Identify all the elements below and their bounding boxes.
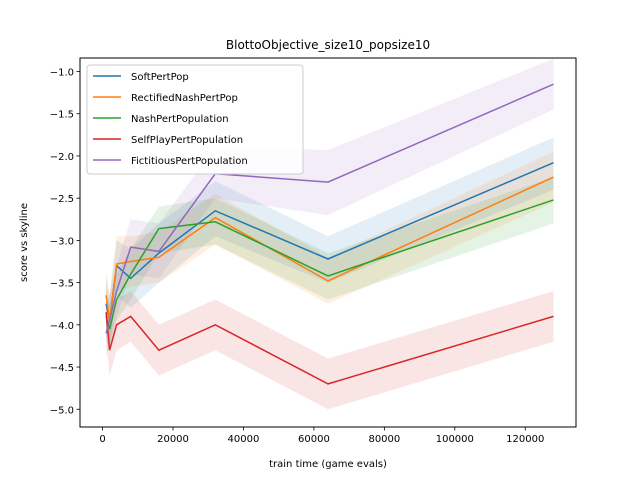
legend: SoftPertPop RectifiedNashPertPop NashPertP… [86,64,304,175]
legend-label-4: FictitiousPertPopulation [131,156,248,167]
series-line-1 [105,176,554,321]
x-tick-label: 100000 [436,434,474,445]
confidence-band-3 [106,286,554,410]
y-axis-ticks: −1.0 −1.5 −2.0 −2.5 −3.0 −3.5 −4.0 −4.5 −5.0 [50,68,80,416]
confidence-bands [106,58,554,410]
y-axis-label: score vs skyline [19,203,30,282]
series-line-4 [105,83,554,334]
confidence-band-1 [106,151,554,346]
series-lines [105,83,554,385]
x-tick-label: 40000 [228,434,260,445]
y-tick-label: −4.5 [50,363,74,374]
x-tick-label: 20000 [157,434,189,445]
plot-frame [79,57,577,428]
x-tick-label: 60000 [298,434,330,445]
y-tick-label: −3.0 [50,236,74,247]
legend-label-1: RectifiedNashPertPop [131,93,238,104]
confidence-band-2 [106,177,554,351]
x-tick-label: 120000 [506,434,544,445]
x-tick-label: 80000 [368,434,400,445]
series-line-3 [105,312,554,385]
x-axis-ticks: 0 20000 40000 60000 80000 100000 120000 [99,427,544,445]
x-axis-label: train time (game evals) [269,459,387,470]
y-tick-label: −3.5 [50,279,74,290]
x-tick-label: 0 [99,434,105,445]
confidence-band-0 [106,137,554,346]
y-tick-label: −1.0 [50,68,74,79]
y-tick-label: −1.5 [50,110,74,121]
legend-box [86,64,304,175]
y-tick-label: −2.5 [50,194,74,205]
series-line-2 [105,199,554,330]
y-tick-label: −4.0 [50,321,74,332]
legend-label-3: SelfPlayPertPopulation [131,135,243,146]
chart-title: BlottoObjective_size10_popsize10 [226,38,430,52]
y-tick-label: −5.0 [50,405,74,416]
legend-label-2: NashPertPopulation [131,114,229,125]
legend-label-0: SoftPertPop [131,72,189,83]
y-tick-label: −2.0 [50,152,74,163]
confidence-band-4 [106,58,554,359]
